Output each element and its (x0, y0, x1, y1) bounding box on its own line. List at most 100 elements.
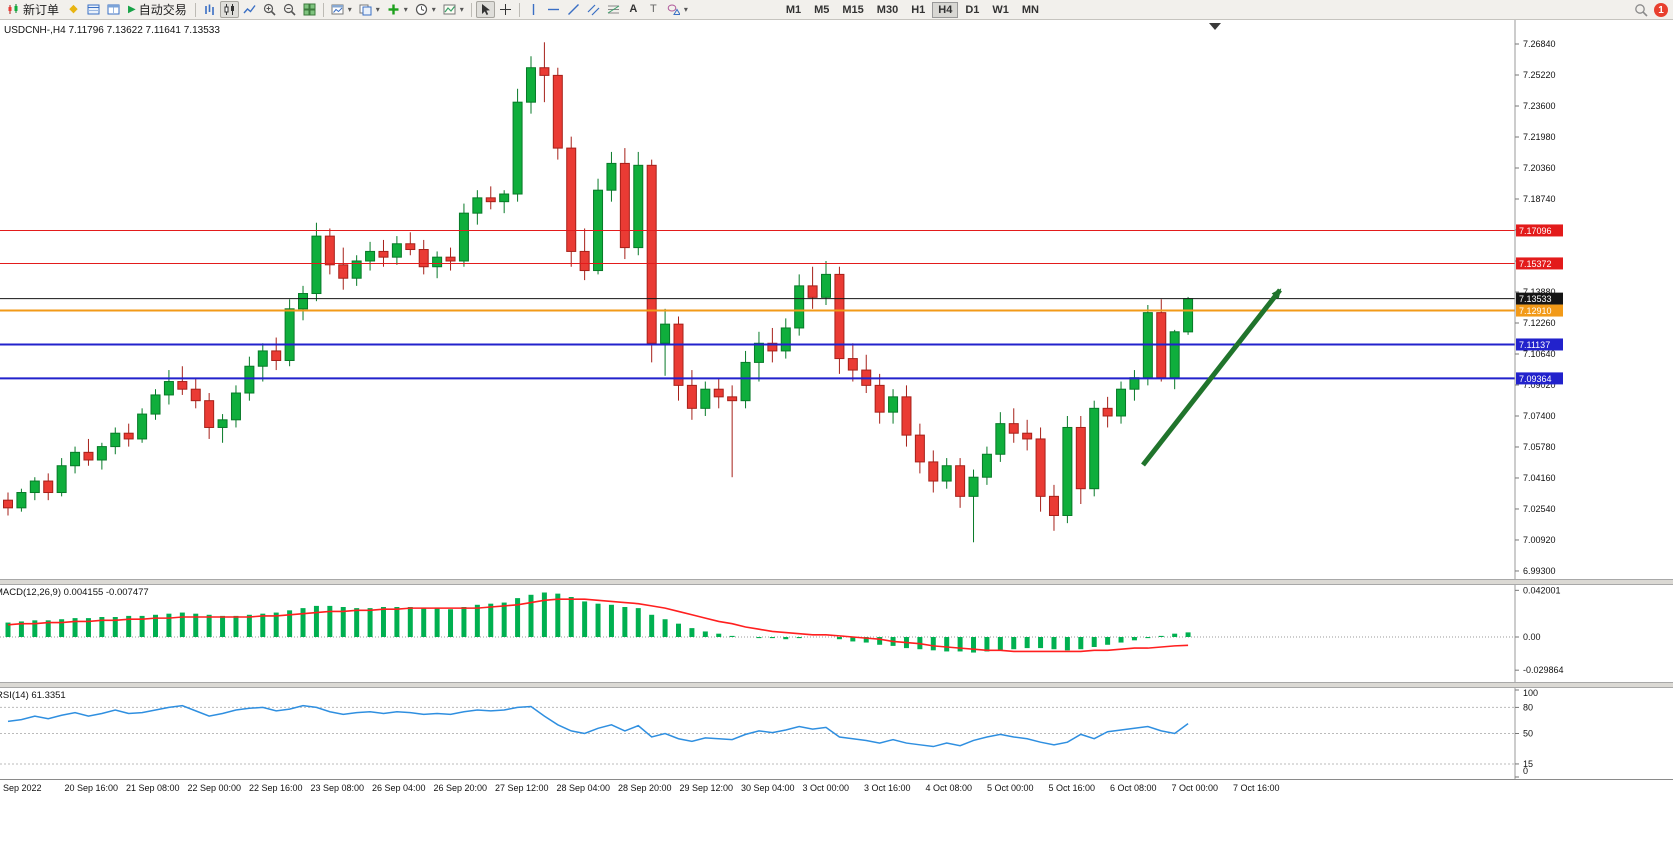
time-axis-label: 3 Oct 16:00 (864, 783, 911, 793)
fibonacci-tool-button[interactable] (604, 1, 623, 18)
timeframe-button-h4[interactable]: H4 (932, 1, 959, 18)
candlestick (593, 178, 604, 275)
price-axis-label: 7.02540 (1523, 504, 1556, 514)
search-icon[interactable] (1634, 3, 1648, 17)
timeframe-button-m30[interactable]: M30 (876, 3, 899, 16)
candlestick (1075, 415, 1086, 505)
crosshair-button[interactable] (496, 1, 515, 18)
text-tool-button[interactable]: A (624, 1, 643, 18)
fibonacci-icon (607, 5, 620, 14)
new-order-button[interactable]: 新订单 (3, 1, 63, 18)
candlestick (137, 408, 148, 443)
line-chart-button[interactable] (240, 1, 259, 18)
candlestick (230, 385, 241, 428)
macd-indicator-label: MACD(12,26,9) 0.004155 -0.007477 (0, 587, 149, 598)
candlestick (405, 232, 416, 256)
candlestick (418, 239, 429, 275)
time-axis[interactable]: Sep 2022 20 Sep 16:00 21 Sep 08:00 22 Sep 0… (0, 779, 1673, 797)
market-watch-button[interactable] (84, 1, 103, 18)
time-axis-label: 4 Oct 08:00 (925, 783, 973, 793)
macd-panel-canvas[interactable]: 0.042001 0.00 -0.029864 MACD(12,26,9) 0.004… (0, 585, 1673, 682)
timeframe-button-w1[interactable]: W1 (992, 3, 1009, 16)
timeframe-button-m5[interactable]: M5 (814, 3, 830, 16)
candlestick (177, 366, 188, 395)
candlestick (190, 377, 201, 409)
zoom-out-button[interactable] (280, 1, 299, 18)
candlestick-chart-button[interactable] (219, 1, 239, 18)
candlestick (1183, 296, 1194, 335)
cursor-button[interactable] (475, 1, 495, 18)
favorites-button[interactable]: ◆ (64, 1, 83, 18)
candlestick (673, 316, 684, 401)
trendline-tool-button[interactable] (564, 1, 583, 18)
macd-signal-line (7, 598, 1189, 653)
new-chart-button[interactable]: ▾ (328, 1, 355, 18)
candlestick (311, 222, 322, 302)
candlestick (3, 492, 13, 516)
zoom-in-button[interactable] (260, 1, 279, 18)
trend-arrow-annotation[interactable] (1141, 288, 1282, 467)
notification-badge[interactable]: 1 (1654, 3, 1668, 17)
candlestick (566, 136, 577, 267)
rsi-panel-canvas[interactable]: 100 80 50 150 RSI(14) 61.3351 (0, 688, 1673, 779)
candlestick (874, 373, 885, 424)
candlestick (1062, 415, 1073, 524)
label-tool-button[interactable]: T (644, 1, 663, 18)
candlestick (29, 477, 40, 501)
candlestick (606, 151, 617, 202)
price-line-badge (1516, 224, 1563, 237)
channel-tool-button[interactable] (584, 1, 603, 18)
candlestick (861, 354, 872, 394)
dropdown-arrow-icon: ▾ (683, 5, 688, 14)
data-window-button[interactable] (104, 1, 123, 18)
price-chart-canvas[interactable]: 7.26840 7.25220 7.23600 7.21980 7.20360 7.187… (0, 19, 1673, 579)
bar-chart-button[interactable] (200, 1, 219, 18)
timeframe-button-h1[interactable]: H1 (911, 3, 926, 16)
shapes-tool-button[interactable]: ▾ (664, 1, 691, 18)
time-axis-label: 22 Sep 00:00 (187, 783, 242, 793)
time-axis-label: 28 Sep 20:00 (618, 783, 672, 793)
candlestick (83, 438, 94, 466)
auto-trading-button[interactable]: ▶ 自动交易 (124, 1, 191, 18)
timeframe-button-d1[interactable]: D1 (965, 3, 980, 16)
data-window-icon (107, 4, 120, 15)
line-chart-icon (243, 5, 256, 14)
dropdown-arrow-icon: ▾ (347, 5, 352, 14)
candlestick (941, 458, 952, 489)
chart-shift-marker[interactable] (1209, 23, 1221, 30)
timeframe-button-m1[interactable]: M1 (785, 3, 802, 16)
candlestick (378, 239, 389, 267)
indicators-button[interactable]: ▾ (384, 1, 411, 18)
candlestick (821, 260, 832, 306)
chart-ohlc-title: USDCNH-,H4 7.11796 7.13622 7.11641 7.135… (4, 25, 220, 36)
price-axis-label: 7.12260 (1523, 318, 1556, 328)
bar-chart-icon (204, 4, 214, 15)
shapes-icon (667, 4, 680, 15)
timeframe-button-mn[interactable]: MN (1021, 3, 1039, 16)
candlestick (472, 190, 483, 225)
timeframe-button-m15[interactable]: M15 (842, 3, 864, 16)
candlestick (955, 458, 966, 508)
candlestick (901, 385, 912, 447)
horizontal-line-tool-button[interactable] (544, 1, 563, 18)
time-axis-label: 26 Sep 04:00 (372, 783, 426, 793)
candlestick (298, 285, 309, 321)
candlestick (391, 236, 402, 265)
periods-button[interactable]: ▾ (412, 1, 439, 18)
profiles-button[interactable]: ▾ (356, 1, 383, 18)
vertical-line-tool-button[interactable] (524, 1, 543, 18)
tile-windows-button[interactable] (300, 1, 319, 18)
candlestick (163, 370, 174, 405)
templates-button[interactable]: ▾ (440, 1, 467, 18)
diamond-icon: ◆ (69, 3, 78, 15)
panel-separator[interactable] (0, 579, 1673, 585)
time-axis-label: 20 Sep 16:00 (64, 783, 119, 793)
price-line-badge-label: 7.11137 (1519, 340, 1550, 350)
dropdown-arrow-icon: ▾ (375, 5, 380, 14)
time-axis-label: 7 Oct 00:00 (1171, 783, 1219, 793)
panel-separator[interactable] (0, 682, 1673, 688)
price-axis-label: 7.23600 (1523, 101, 1556, 111)
candlestick (43, 473, 54, 501)
candlestick (110, 427, 121, 455)
